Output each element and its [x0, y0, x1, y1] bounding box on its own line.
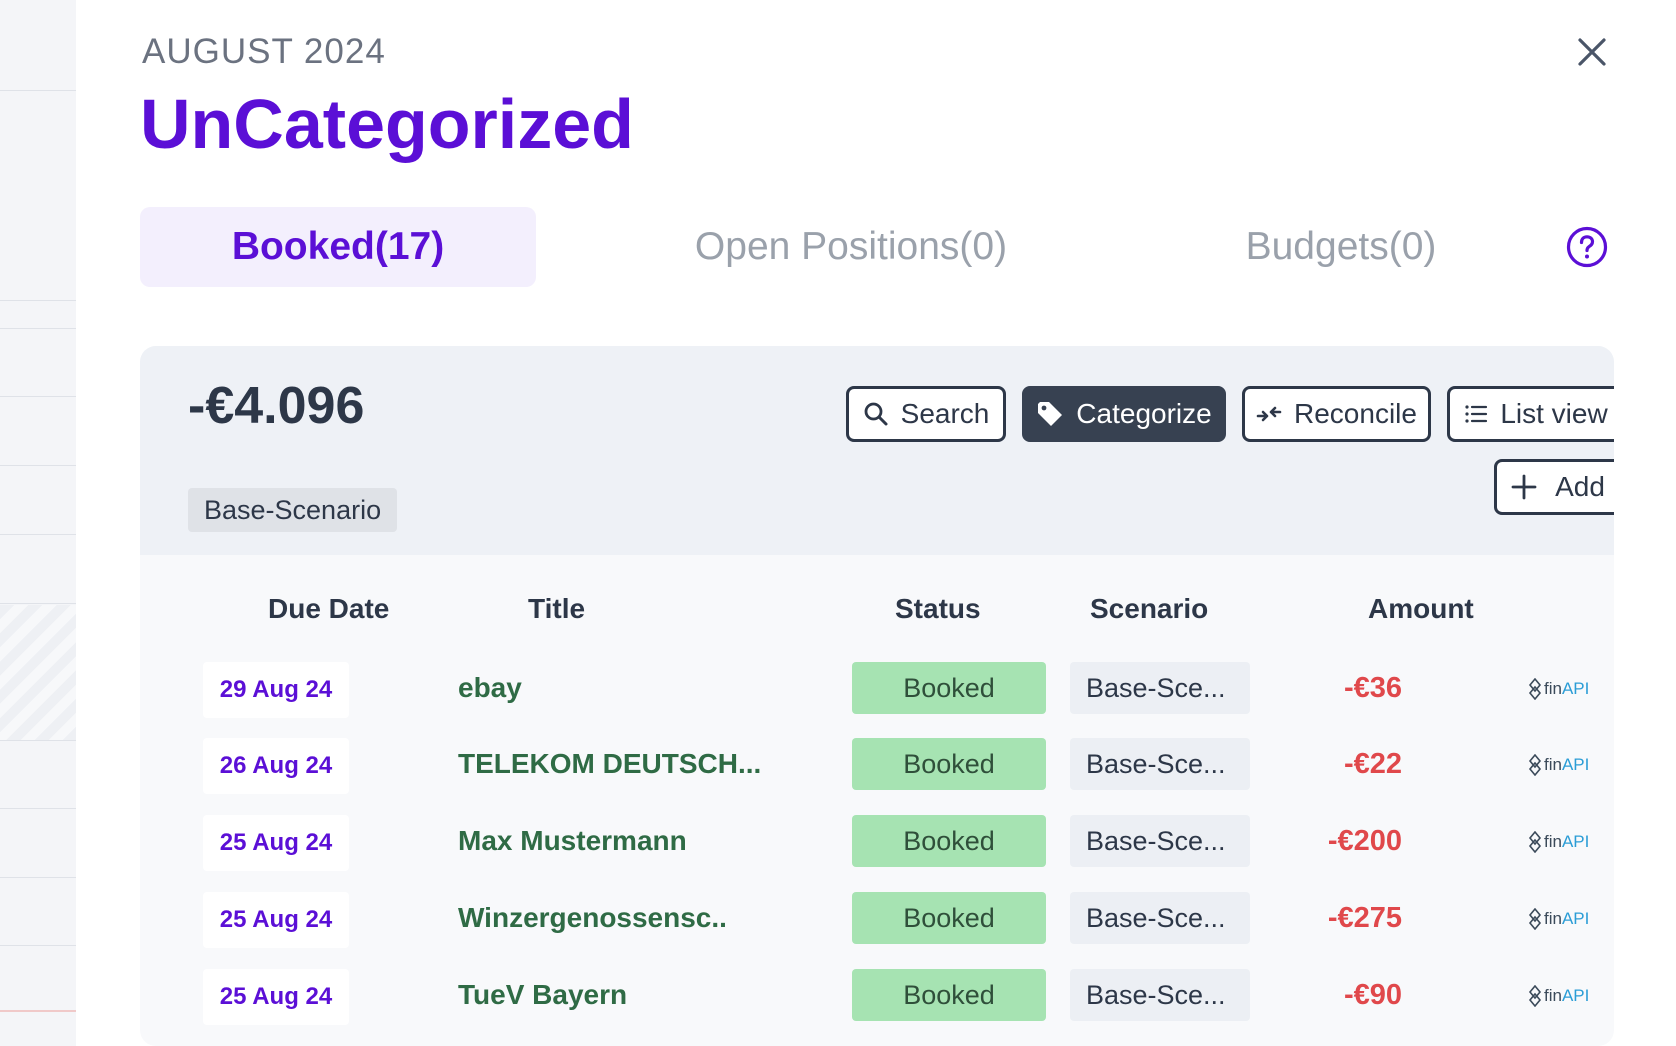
add-button[interactable]: Add: [1494, 459, 1614, 515]
finapi-logo-icon: finAPI: [1528, 674, 1589, 704]
tag-icon: [1038, 402, 1063, 426]
column-header-due-date[interactable]: Due Date: [268, 593, 390, 624]
column-header-amount[interactable]: Amount: [1368, 593, 1474, 624]
column-header-scenario[interactable]: Scenario: [1090, 593, 1209, 624]
search-button-label: Search: [900, 398, 990, 429]
status-badge: Booked: [852, 662, 1046, 714]
scenario-cell: Base-Sce...: [1070, 815, 1250, 867]
side-panel: AUGUST 2024 UnCategorized Booked(17) Ope…: [76, 0, 1676, 1046]
panel-month: AUGUST 2024: [142, 32, 386, 71]
scenario-cell: Base-Sce...: [1070, 738, 1250, 790]
background-page: [0, 0, 76, 1046]
status-badge: Booked: [852, 969, 1046, 1021]
scenario-cell: Base-Sce...: [1070, 892, 1250, 944]
finapi-logo-icon: finAPI: [1528, 904, 1589, 934]
finapi-logo-icon: finAPI: [1528, 827, 1589, 857]
amount-cell: -€90: [1343, 979, 1402, 1011]
finapi-logo-icon: finAPI: [1528, 981, 1589, 1011]
table-row[interactable]: 25 Aug 24 TueV Bayern Booked Base-Sce...…: [140, 969, 1614, 1025]
tab-budgets[interactable]: Budgets(0): [1245, 225, 1437, 268]
panel-title: UnCategorized: [140, 85, 634, 163]
table-row[interactable]: 25 Aug 24 Winzergenossensc.. Booked Base…: [140, 892, 1614, 948]
table-row[interactable]: 26 Aug 24 TELEKOM DEUTSCH... Booked Base…: [140, 738, 1614, 794]
add-button-label: Add: [1555, 471, 1605, 502]
finapi-logo-icon: finAPI: [1528, 750, 1589, 780]
status-badge: Booked: [852, 738, 1046, 790]
total-amount: -€4.096: [188, 377, 365, 435]
reconcile-button-label: Reconcile: [1294, 398, 1417, 429]
list-view-button[interactable]: List view: [1447, 386, 1614, 442]
search-button[interactable]: Search: [846, 386, 1006, 442]
table-row[interactable]: 25 Aug 24 Max Mustermann Booked Base-Sce…: [140, 815, 1614, 871]
due-date-cell[interactable]: 25 Aug 24: [203, 892, 349, 948]
reconcile-button[interactable]: Reconcile: [1242, 386, 1431, 442]
amount-cell: -€36: [1343, 672, 1402, 704]
due-date-cell[interactable]: 25 Aug 24: [203, 815, 349, 871]
plus-icon: [1511, 474, 1537, 500]
status-badge: Booked: [852, 815, 1046, 867]
due-date-cell[interactable]: 29 Aug 24: [203, 662, 349, 718]
amount-cell: -€275: [1327, 902, 1402, 934]
column-header-status[interactable]: Status: [895, 593, 981, 624]
title-cell[interactable]: Max Mustermann: [458, 825, 687, 856]
search-icon: [864, 402, 888, 426]
close-button[interactable]: [1570, 30, 1614, 74]
column-header-title[interactable]: Title: [528, 593, 586, 624]
transactions-card: -€4.096 Base-Scenario Search Categorize: [140, 346, 1614, 1046]
amount-cell: -€22: [1343, 748, 1402, 780]
list-view-button-label: List view: [1500, 398, 1608, 429]
title-cell[interactable]: Winzergenossensc..: [458, 902, 727, 933]
tab-booked[interactable]: Booked(17): [140, 207, 536, 287]
help-circle-icon[interactable]: [1566, 226, 1608, 268]
table-row[interactable]: 29 Aug 24 ebay Booked Base-Sce... -€36 f…: [140, 662, 1614, 718]
categorize-button-label: Categorize: [1076, 398, 1212, 429]
scenario-cell: Base-Sce...: [1070, 662, 1250, 714]
card-header: -€4.096 Base-Scenario Search Categorize: [140, 346, 1614, 555]
categorize-button[interactable]: Categorize: [1022, 386, 1226, 442]
due-date-cell[interactable]: 26 Aug 24: [203, 738, 349, 794]
list-icon: [1465, 405, 1488, 423]
reconcile-arrows-icon: [1256, 406, 1282, 422]
amount-cell: -€200: [1327, 825, 1402, 857]
status-badge: Booked: [852, 892, 1046, 944]
title-cell[interactable]: ebay: [458, 672, 522, 703]
tab-open-positions[interactable]: Open Positions(0): [694, 225, 1008, 268]
scenario-badge: Base-Scenario: [188, 488, 398, 532]
close-icon: [1578, 38, 1606, 66]
title-cell[interactable]: TELEKOM DEUTSCH...: [458, 748, 762, 779]
title-cell[interactable]: TueV Bayern: [458, 979, 628, 1010]
scenario-cell: Base-Sce...: [1070, 969, 1250, 1021]
due-date-cell[interactable]: 25 Aug 24: [203, 969, 349, 1025]
